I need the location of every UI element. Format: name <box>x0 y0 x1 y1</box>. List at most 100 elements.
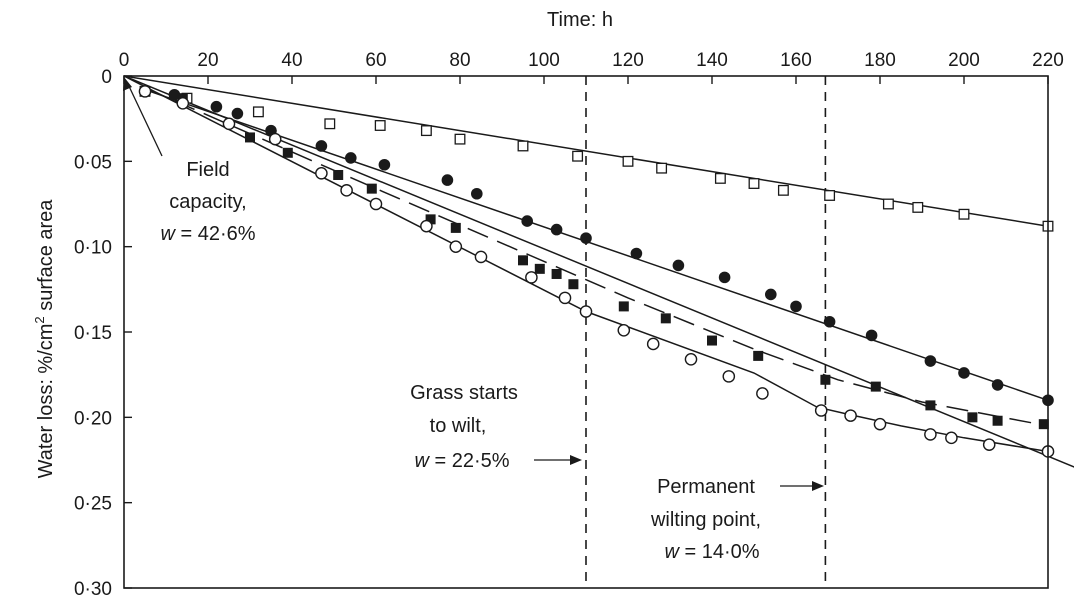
point-filled-circle <box>790 300 802 313</box>
y-tick-label: 0 <box>101 67 112 88</box>
point-filled-circle <box>231 107 244 120</box>
point-filled-square <box>450 222 461 233</box>
point-filled-circle <box>958 367 970 379</box>
y-tick-label: 0·10 <box>74 238 112 259</box>
point-filled-circle <box>315 140 328 152</box>
x-tick-label: 160 <box>780 50 812 71</box>
point-filled-square <box>618 301 629 312</box>
x-tick-label: 120 <box>612 50 644 71</box>
point-open-square <box>824 190 836 201</box>
point-filled-circle <box>630 247 643 260</box>
point-filled-square <box>518 255 528 266</box>
point-filled-circle <box>345 152 357 164</box>
point-filled-circle <box>378 158 391 171</box>
point-open-square <box>656 162 668 174</box>
point-filled-circle <box>441 174 454 186</box>
point-filled-circle <box>924 355 937 367</box>
plot-frame <box>123 75 1049 589</box>
annotation-grass-wilt: Grass starts to wilt, w = 22·5% <box>410 382 582 472</box>
field-capacity-w: w = 42·6% <box>160 223 255 245</box>
point-filled-circle <box>521 215 533 227</box>
point-filled-circle <box>765 288 777 301</box>
grass-wilt-line2: to wilt, <box>430 415 487 437</box>
x-tick-label: 220 <box>1032 50 1064 71</box>
point-open-circle <box>579 305 593 318</box>
point-open-square <box>374 120 386 131</box>
point-open-circle <box>420 219 433 233</box>
point-open-square <box>958 208 970 220</box>
point-filled-square <box>366 183 377 194</box>
data-points <box>138 85 1055 458</box>
x-tick-label: 60 <box>365 50 386 71</box>
fit-line-filled-circle <box>144 88 1049 402</box>
point-open-square <box>714 172 726 184</box>
permanent-wilt-arrowhead <box>812 481 824 491</box>
point-open-square <box>252 106 264 118</box>
point-open-circle <box>646 337 660 351</box>
y-tick-label: 0·30 <box>74 579 112 600</box>
point-open-circle <box>268 132 282 146</box>
point-open-square <box>420 125 432 137</box>
point-open-circle <box>617 323 631 337</box>
point-open-circle <box>982 438 996 451</box>
point-filled-circle <box>210 100 223 113</box>
point-open-square <box>454 133 466 145</box>
point-open-circle <box>684 353 698 366</box>
point-open-circle <box>138 85 152 98</box>
point-filled-circle <box>168 88 181 101</box>
point-open-circle <box>369 197 383 211</box>
point-open-circle <box>474 250 488 264</box>
field-capacity-arrow <box>126 81 163 157</box>
permanent-wilt-line2: wilting point, <box>650 509 761 531</box>
grass-wilt-w: w = 22·5% <box>414 450 509 472</box>
point-filled-square <box>967 412 978 423</box>
y-tick-labels: 0 0·05 0·10 0·15 0·20 0·25 0·30 <box>74 67 112 600</box>
y-tick-label: 0·25 <box>74 494 112 515</box>
point-filled-square <box>534 263 545 274</box>
point-filled-square <box>753 350 764 361</box>
point-filled-square <box>925 400 936 411</box>
point-open-circle <box>222 117 236 131</box>
point-filled-square <box>1038 419 1049 430</box>
point-filled-circle <box>865 329 878 342</box>
x-axis-title: Time: h <box>547 9 613 31</box>
x-tick-label: 80 <box>449 50 470 71</box>
point-open-circle <box>525 271 538 284</box>
point-open-square <box>622 155 634 167</box>
x-tick-label: 200 <box>948 50 980 71</box>
permanent-wilt-line1: Permanent <box>657 476 755 498</box>
point-filled-square <box>551 268 562 279</box>
point-open-square <box>517 140 529 152</box>
point-filled-square <box>870 381 881 392</box>
x-tick-label: 0 <box>119 50 130 71</box>
y-axis-title: Water loss: %/cm2 surface area <box>32 199 57 479</box>
point-open-square <box>324 118 336 130</box>
point-open-circle <box>924 428 937 441</box>
point-open-circle <box>814 404 828 417</box>
grass-wilt-line1: Grass starts <box>410 382 518 404</box>
point-open-circle <box>558 291 572 305</box>
x-tick-labels: 0 20 40 60 80 100 120 140 160 180 200 220 <box>119 50 1064 71</box>
point-open-circle <box>340 184 353 197</box>
point-filled-square <box>333 169 344 180</box>
reference-lines <box>585 76 827 588</box>
point-open-square <box>572 150 584 162</box>
point-filled-square <box>425 214 436 225</box>
field-capacity-line2: capacity, <box>169 191 246 213</box>
point-open-circle <box>315 166 328 180</box>
point-open-square <box>882 198 894 210</box>
point-filled-square <box>820 374 831 385</box>
point-open-circle <box>756 387 769 400</box>
field-capacity-line1: Field <box>186 159 229 181</box>
permanent-wilt-w: w = 14·0% <box>664 541 759 563</box>
y-tick-label: 0·05 <box>74 152 112 173</box>
point-filled-circle <box>471 187 483 200</box>
fit-line-open-square <box>123 75 1049 227</box>
point-open-circle <box>176 97 190 110</box>
point-filled-circle <box>823 315 836 328</box>
x-tick-label: 40 <box>281 50 302 71</box>
point-filled-circle <box>672 259 685 272</box>
point-open-circle <box>945 431 958 445</box>
point-filled-circle <box>991 379 1004 391</box>
